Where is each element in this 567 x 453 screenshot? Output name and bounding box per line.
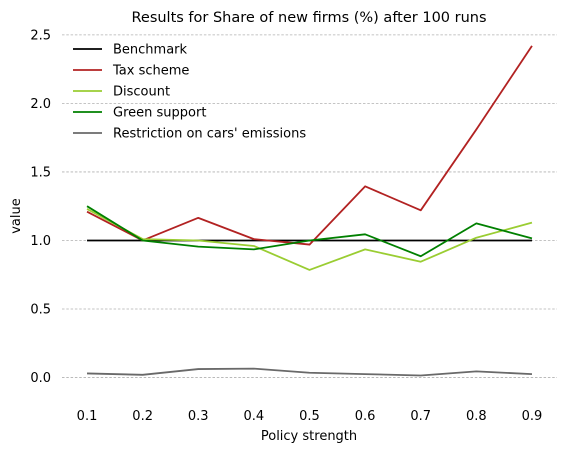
legend-label: Green support [113,106,206,121]
x-tick-label: 0.8 [466,409,487,424]
y-axis-ticks: 0.0 0.5 1.0 1.5 2.0 2.5 [30,28,51,386]
x-tick-label: 0.6 [355,409,376,424]
y-axis-label: value [9,198,24,234]
series-line-1 [86,45,533,246]
x-tick-label: 0.3 [188,409,209,424]
legend-label: Benchmark [113,43,188,58]
y-tick-label: 2.0 [30,97,51,112]
x-axis-ticks: 0.1 0.2 0.3 0.4 0.5 0.6 0.7 0.8 0.9 [77,409,543,424]
x-tick-label: 0.7 [410,409,431,424]
x-tick-label: 0.1 [77,409,98,424]
y-tick-label: 0.0 [30,371,51,386]
y-tick-label: 1.0 [30,234,51,249]
series-lines [86,45,533,377]
y-tick-label: 2.5 [30,28,51,43]
legend-label: Restriction on cars' emissions [113,127,306,142]
x-tick-label: 0.5 [299,409,320,424]
series-line-2 [86,208,533,271]
x-tick-label: 0.2 [132,409,153,424]
legend: Benchmark Tax scheme Discount Green support… [73,43,306,142]
series-line-3 [86,205,533,258]
legend-label: Discount [113,85,170,100]
legend-label: Tax scheme [112,64,189,79]
chart-title: Results for Share of new firms (%) after… [131,10,486,26]
x-tick-label: 0.4 [244,409,265,424]
y-tick-label: 1.5 [30,165,51,180]
x-tick-label: 0.9 [522,409,543,424]
series-line-4 [87,367,533,377]
y-tick-label: 0.5 [30,303,51,318]
x-axis-label: Policy strength [261,429,357,444]
